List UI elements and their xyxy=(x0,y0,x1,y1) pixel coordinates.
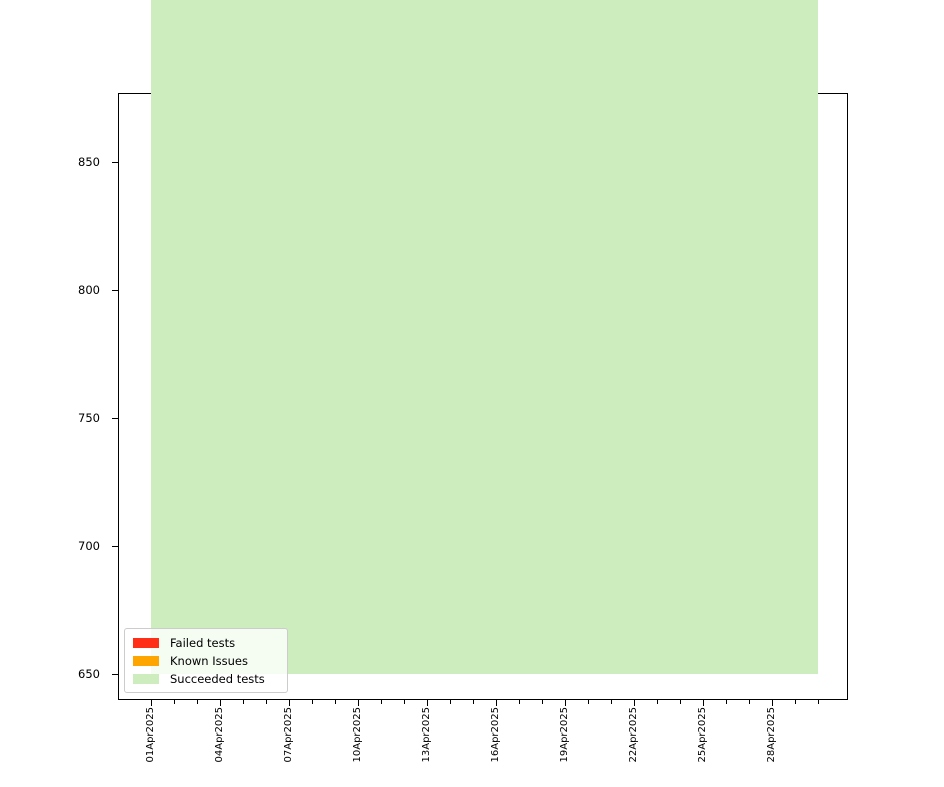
x-axis-minor-tick xyxy=(679,700,681,704)
y-axis-tick-label: 750 xyxy=(78,411,100,425)
x-axis-tick-label: 13Apr2025 xyxy=(421,707,432,763)
legend: Failed tests Known Issues Succeeded test… xyxy=(124,628,288,693)
x-axis-minor-tick xyxy=(403,700,405,704)
x-axis-tick-label: 07Apr2025 xyxy=(283,707,294,763)
succeeded-tests-swatch xyxy=(133,673,159,684)
x-axis-tick-label: 04Apr2025 xyxy=(214,707,225,763)
x-axis-minor-tick xyxy=(265,700,267,704)
x-axis-minor-tick xyxy=(334,700,336,704)
x-axis-major-tick xyxy=(288,700,290,706)
x-axis-major-tick xyxy=(150,700,152,706)
x-axis-major-tick xyxy=(426,700,428,706)
y-axis-tick-label: 850 xyxy=(78,155,100,169)
x-axis-minor-tick xyxy=(449,700,451,704)
x-axis-minor-tick xyxy=(587,700,589,704)
x-axis-minor-tick xyxy=(748,700,750,704)
legend-label-succeeded: Succeeded tests xyxy=(170,671,265,686)
x-axis-minor-tick xyxy=(794,700,796,704)
x-axis-minor-tick xyxy=(656,700,658,704)
x-axis-minor-tick xyxy=(541,700,543,704)
failed-tests-swatch xyxy=(133,637,159,648)
x-axis-minor-tick xyxy=(173,700,175,704)
area-succeeded-tests xyxy=(151,0,818,674)
y-axis-tick xyxy=(112,418,118,420)
y-axis-tick xyxy=(112,546,118,548)
known-issues-swatch xyxy=(133,655,159,666)
x-axis-major-tick xyxy=(219,700,221,706)
legend-row-failed: Failed tests xyxy=(133,634,279,651)
y-axis-tick xyxy=(112,290,118,292)
x-axis-major-tick xyxy=(633,700,635,706)
y-axis-tick-label: 800 xyxy=(78,283,100,297)
x-axis-major-tick xyxy=(357,700,359,706)
legend-label-known-issues: Known Issues xyxy=(170,653,248,668)
x-axis-minor-tick xyxy=(817,700,819,704)
x-axis-tick-label: 28Apr2025 xyxy=(766,707,777,763)
x-axis-major-tick xyxy=(702,700,704,706)
x-axis-minor-tick xyxy=(311,700,313,704)
legend-row-succeeded: Succeeded tests xyxy=(133,670,279,687)
x-axis-minor-tick xyxy=(196,700,198,704)
x-axis-major-tick xyxy=(771,700,773,706)
x-axis-minor-tick xyxy=(472,700,474,704)
plot-area xyxy=(118,0,848,700)
x-axis-tick-label: 01Apr2025 xyxy=(145,707,156,763)
x-axis-tick-label: 10Apr2025 xyxy=(352,707,363,763)
x-axis-tick-label: 22Apr2025 xyxy=(628,707,639,763)
x-axis-major-tick xyxy=(564,700,566,706)
x-axis-major-tick xyxy=(495,700,497,706)
x-axis-minor-tick xyxy=(610,700,612,704)
y-axis-tick-label: 700 xyxy=(78,539,100,553)
x-axis-tick-label: 19Apr2025 xyxy=(559,707,570,763)
y-axis-tick xyxy=(112,162,118,164)
x-axis-tick-label: 16Apr2025 xyxy=(490,707,501,763)
y-axis-tick-label: 650 xyxy=(78,667,100,681)
y-axis-tick xyxy=(112,674,118,676)
x-axis-minor-tick xyxy=(242,700,244,704)
x-axis-minor-tick xyxy=(380,700,382,704)
x-axis-tick-label: 25Apr2025 xyxy=(697,707,708,763)
legend-row-known-issues: Known Issues xyxy=(133,652,279,669)
legend-label-failed: Failed tests xyxy=(170,635,236,650)
x-axis-minor-tick xyxy=(725,700,727,704)
x-axis-minor-tick xyxy=(518,700,520,704)
